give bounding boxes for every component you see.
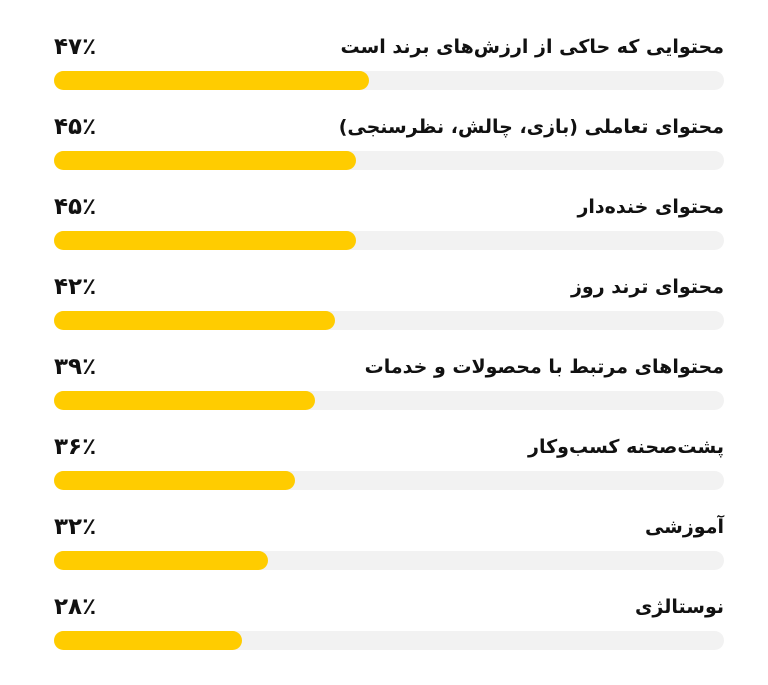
value-label: ۳۶٪ (54, 434, 97, 460)
value-label: ۴۵٪ (54, 194, 97, 220)
bar-row: محتوای خنده‌دار ۴۵٪ (54, 190, 724, 250)
bar-row: محتوای تعاملی (بازی، چالش، نظرسنجی) ۴۵٪ (54, 110, 724, 170)
bar-fill (54, 631, 242, 650)
bar-fill (54, 551, 268, 570)
bar-track (54, 631, 724, 650)
bar-fill (54, 391, 315, 410)
value-label: ۴۲٪ (54, 274, 97, 300)
category-label: محتوایی که حاکی از ارزش‌های برند است (340, 36, 724, 58)
category-label: محتواهای مرتبط با محصولات و خدمات (364, 356, 724, 378)
bar-fill (54, 231, 356, 250)
bar-row: نوستالژی ۲۸٪ (54, 590, 724, 650)
bar-track (54, 551, 724, 570)
category-label: آموزشی (644, 516, 724, 538)
bar-row: محتوایی که حاکی از ارزش‌های برند است ۴۷٪ (54, 30, 724, 90)
value-label: ۳۲٪ (54, 514, 97, 540)
bar-track (54, 151, 724, 170)
category-label: محتوای تعاملی (بازی، چالش، نظرسنجی) (338, 116, 724, 138)
bar-row: محتوای ترند روز ۴۲٪ (54, 270, 724, 330)
bar-track (54, 231, 724, 250)
bar-track (54, 71, 724, 90)
bar-row: آموزشی ۳۲٪ (54, 510, 724, 570)
category-label: محتوای ترند روز (570, 276, 724, 298)
bar-fill (54, 311, 335, 330)
bar-track (54, 391, 724, 410)
category-label: محتوای خنده‌دار (577, 196, 724, 218)
category-label: نوستالژی (635, 596, 724, 618)
bar-row: پشت‌صحنه کسب‌وکار ۳۶٪ (54, 430, 724, 490)
value-label: ۴۵٪ (54, 114, 97, 140)
bar-track (54, 471, 724, 490)
category-label: پشت‌صحنه کسب‌وکار (528, 436, 724, 458)
bar-track (54, 311, 724, 330)
bar-fill (54, 471, 295, 490)
value-label: ۳۹٪ (54, 354, 97, 380)
bar-fill (54, 151, 356, 170)
bar-fill (54, 71, 369, 90)
value-label: ۲۸٪ (54, 594, 97, 620)
value-label: ۴۷٪ (54, 34, 97, 60)
bar-row: محتواهای مرتبط با محصولات و خدمات ۳۹٪ (54, 350, 724, 410)
